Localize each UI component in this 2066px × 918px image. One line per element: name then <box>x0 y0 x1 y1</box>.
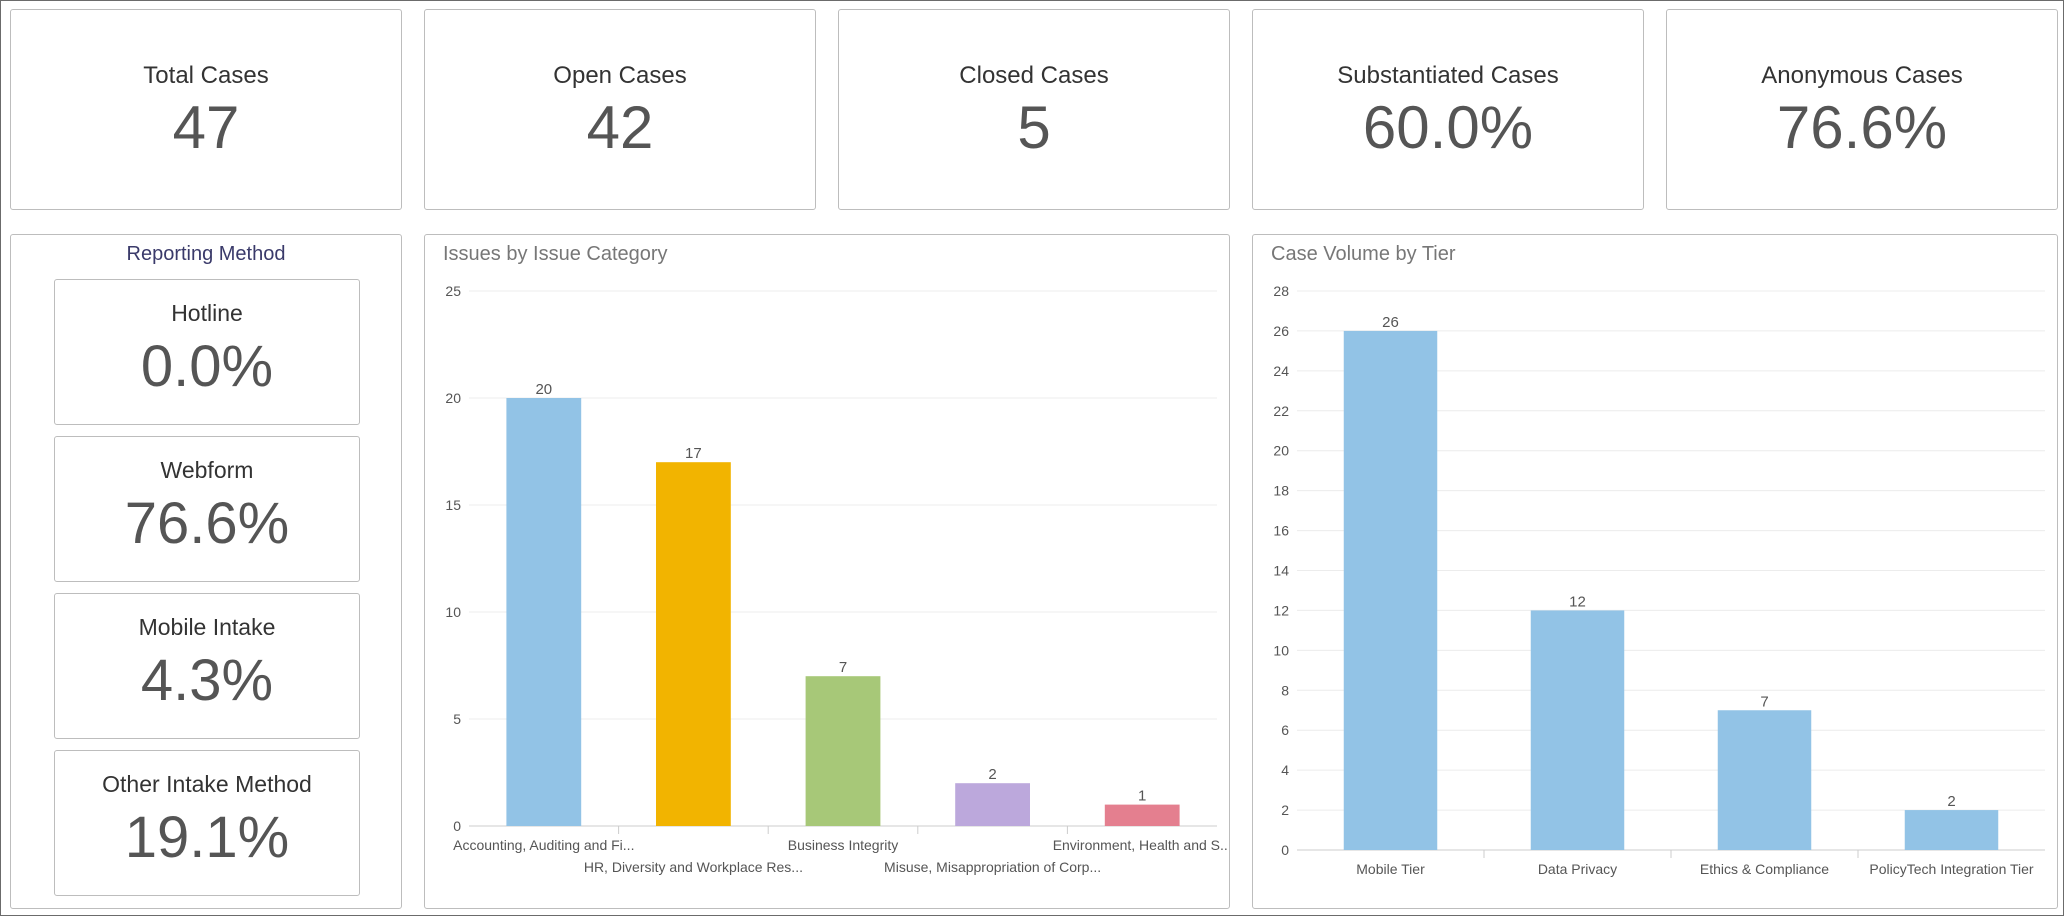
y-tick-label: 20 <box>1273 443 1289 459</box>
kpi-anonymous-cases[interactable]: Anonymous Cases 76.6% <box>1666 9 2058 210</box>
kpi-total-cases[interactable]: Total Cases 47 <box>10 9 402 210</box>
chart-title: Issues by Issue Category <box>443 243 668 265</box>
data-label: 12 <box>1569 593 1586 610</box>
y-tick-label: 0 <box>1281 842 1289 858</box>
y-tick-label: 20 <box>445 390 461 406</box>
y-tick-label: 10 <box>445 604 461 620</box>
bar[interactable] <box>506 398 582 826</box>
y-tick-label: 15 <box>445 497 461 513</box>
bar[interactable] <box>1904 810 1999 850</box>
reporting-method-mobile-intake[interactable]: Mobile Intake 4.3% <box>54 593 360 739</box>
x-tick-label: Accounting, Auditing and Fi... <box>453 837 634 853</box>
y-tick-label: 24 <box>1273 363 1289 379</box>
data-label: 20 <box>535 381 552 398</box>
y-tick-label: 2 <box>1281 802 1289 818</box>
y-tick-label: 18 <box>1273 483 1289 499</box>
y-tick-label: 22 <box>1273 403 1289 419</box>
kpi-label: Closed Cases <box>959 62 1109 89</box>
issues-by-category-panel: Issues by Issue Category 0 5 10 15 20 25 20 Acc… <box>424 234 1230 909</box>
kpi-substantiated-cases[interactable]: Substantiated Cases 60.0% <box>1252 9 1644 210</box>
case-volume-by-tier-panel: Case Volume by Tier 0 2 4 6 8 10 12 14 16 18 20 22 2… <box>1252 234 2058 909</box>
y-tick-label: 6 <box>1281 722 1289 738</box>
y-tick-label: 28 <box>1273 283 1289 299</box>
y-tick-label: 14 <box>1273 563 1289 579</box>
bar[interactable] <box>955 783 1030 826</box>
y-tick-label: 4 <box>1281 762 1289 778</box>
y-tick-label: 10 <box>1273 642 1289 658</box>
kpi-value: 42 <box>586 94 654 161</box>
reporting-method-label: Webform <box>160 457 254 483</box>
data-label: 17 <box>685 445 702 462</box>
data-label: 26 <box>1382 314 1399 331</box>
data-label: 7 <box>839 659 847 676</box>
chart-title: Case Volume by Tier <box>1271 243 1456 265</box>
y-tick-label: 25 <box>445 283 461 299</box>
data-label: 2 <box>1947 793 1955 810</box>
kpi-label: Substantiated Cases <box>1337 62 1559 89</box>
bar[interactable] <box>1343 330 1438 850</box>
x-tick-label: Mobile Tier <box>1356 861 1425 877</box>
data-label: 7 <box>1760 693 1768 710</box>
reporting-method-title: Reporting Method <box>126 243 286 265</box>
reporting-method-other-intake[interactable]: Other Intake Method 19.1% <box>54 750 360 896</box>
x-tick-label: Environment, Health and S... <box>1053 837 1229 853</box>
kpi-closed-cases[interactable]: Closed Cases 5 <box>838 9 1230 210</box>
kpi-label: Anonymous Cases <box>1761 62 1963 89</box>
reporting-method-value: 19.1% <box>124 805 290 870</box>
x-tick-label: Ethics & Compliance <box>1700 861 1829 877</box>
y-tick-label: 12 <box>1273 602 1289 618</box>
kpi-value: 47 <box>172 94 240 161</box>
reporting-method-value: 76.6% <box>124 491 290 556</box>
x-tick-label: Data Privacy <box>1538 861 1617 877</box>
reporting-method-hotline[interactable]: Hotline 0.0% <box>54 279 360 425</box>
reporting-method-webform[interactable]: Webform 76.6% <box>54 436 360 582</box>
reporting-method-label: Mobile Intake <box>138 614 276 640</box>
x-tick-label: Misuse, Misappropriation of Corp... <box>884 859 1101 875</box>
bar[interactable] <box>805 676 881 826</box>
reporting-method-panel: Reporting Method Hotline 0.0% Webform 76… <box>10 234 402 909</box>
data-label: 2 <box>988 766 996 783</box>
x-tick-label: HR, Diversity and Workplace Res... <box>584 859 803 875</box>
kpi-open-cases[interactable]: Open Cases 42 <box>424 9 816 210</box>
kpi-value: 60.0% <box>1362 94 1534 161</box>
kpi-value: 76.6% <box>1776 94 1948 161</box>
issues-by-category-chart: 0 5 10 15 20 25 20 Accounting, Auditing and Fi.… <box>445 283 1229 875</box>
data-label: 1 <box>1138 788 1146 805</box>
bar[interactable] <box>1104 804 1180 826</box>
reporting-method-label: Other Intake Method <box>102 771 312 797</box>
kpi-label: Open Cases <box>553 62 687 89</box>
kpi-label: Total Cases <box>143 62 269 89</box>
y-tick-label: 5 <box>453 711 461 727</box>
reporting-method-value: 4.3% <box>140 648 274 713</box>
y-tick-label: 16 <box>1273 523 1289 539</box>
kpi-value: 5 <box>1017 94 1051 161</box>
y-tick-label: 0 <box>453 818 461 834</box>
y-tick-label: 26 <box>1273 323 1289 339</box>
y-tick-label: 8 <box>1281 682 1289 698</box>
x-tick-label: PolicyTech Integration Tier <box>1869 861 2034 877</box>
bar[interactable] <box>1530 610 1625 850</box>
bar[interactable] <box>656 462 731 826</box>
reporting-method-value: 0.0% <box>140 334 274 399</box>
x-tick-label: Business Integrity <box>788 837 899 853</box>
bar[interactable] <box>1717 710 1812 850</box>
reporting-method-label: Hotline <box>171 300 243 326</box>
